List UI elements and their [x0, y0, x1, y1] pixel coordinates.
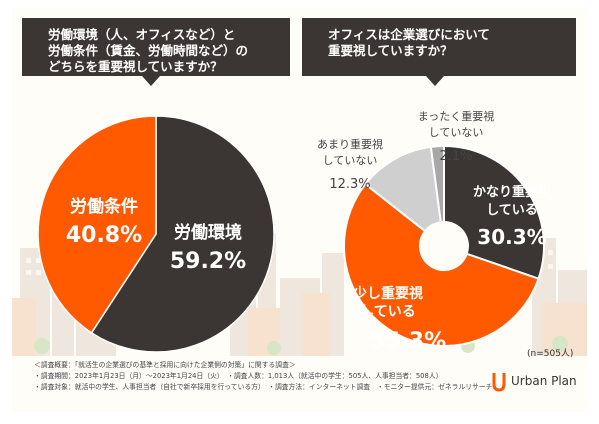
donut-slice-label: あまり重要視	[317, 137, 383, 151]
pie-slice-value: 59.2%	[170, 249, 246, 274]
survey-card: 労働環境（人、オフィスなど）と 労働条件（賃金、労働時間など）の どちらを重要視…	[12, 8, 587, 412]
sample-size-label: (n=505人)	[527, 349, 574, 359]
donut-slice	[343, 182, 540, 347]
pie-slice-label: 労働条件	[70, 196, 138, 217]
donut-slice-label: している	[486, 203, 538, 218]
question-left-line: 労働条件（賃金、労働時間など）の	[48, 43, 249, 58]
question-bubble-right: オフィスは企業選びにおいて 重要視していますか？	[302, 18, 576, 86]
donut-slice-label: していない	[323, 154, 378, 167]
donut-slice-value: 30.3%	[477, 225, 546, 249]
survey-note-line: ＜調査概要：「就活生の企業選びの基準と採用に向けた企業側の対策」に関する調査＞	[34, 361, 296, 369]
bubble-tail	[142, 76, 160, 86]
donut-slice-label: かなり重要視	[473, 184, 551, 200]
donut-slice	[443, 144, 545, 280]
donut-slice-value: 55.3%	[370, 329, 446, 354]
question-bubble-left: 労働環境（人、オフィスなど）と 労働条件（賃金、労働時間など）の どちらを重要視…	[22, 18, 290, 86]
donut-slice-label: している	[360, 304, 416, 320]
donut-slice-label: まったく重要視	[418, 109, 495, 123]
question-left-line: どちらを重要視していますか？	[48, 59, 223, 74]
donut-slice-label: していない	[429, 126, 484, 139]
logo-text: Urban Plan	[511, 374, 577, 388]
logo-mark-icon	[492, 373, 506, 392]
pie-slice-value: 40.8%	[66, 223, 142, 248]
question-right-line: 重要視していますか？	[328, 43, 453, 58]
question-left-line: 労働環境（人、オフィスなど）と	[48, 27, 236, 42]
donut-slice	[429, 144, 445, 224]
pie-slice	[37, 115, 157, 334]
question-right-line: オフィスは企業選びにおいて	[328, 27, 490, 42]
survey-notes: ＜調査概要：「就活生の企業選びの基準と採用に向けた企業側の対策」に関する調査＞ …	[34, 360, 493, 393]
pie-slice	[90, 115, 275, 353]
donut-slice-value: 12.3%	[329, 177, 370, 192]
charts-layer: 労働環境59.2%労働条件40.8%かなり重要視している30.3%少し重要視して…	[37, 109, 551, 354]
donut-slice	[363, 145, 442, 233]
survey-note-line: ・調査期間：2023年1月23日（月）〜2023年1月24日（火） ・調査人数：…	[34, 372, 443, 380]
survey-note-line: ・調査対象：就活中の学生、人事担当者（自社で新卒採用を行っている方） ・調査方法…	[34, 383, 493, 391]
donut-slice-value: 2.1%	[439, 149, 472, 164]
pie-slice-label: 労働環境	[174, 222, 242, 243]
donut-slice-label: 少し重要視	[352, 285, 423, 302]
bubble-tail	[426, 76, 444, 86]
